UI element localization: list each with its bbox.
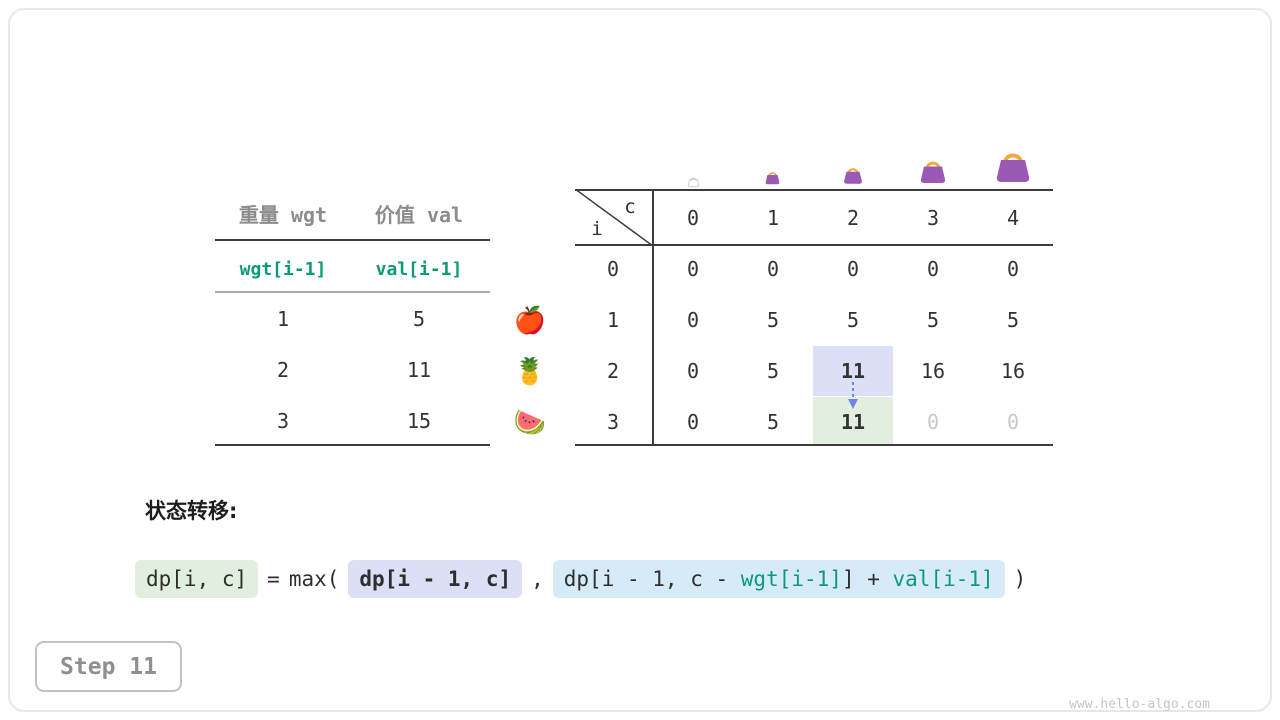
- dp-col-header-0: 0: [686, 206, 700, 230]
- item-weight-2: 2: [276, 358, 290, 382]
- dp-cell-r0-c2: 0: [846, 257, 860, 281]
- apple-icon: 🍎: [513, 306, 547, 336]
- dp-col-header-3: 3: [926, 206, 940, 230]
- dp-cell-r2-c0: 0: [686, 359, 700, 383]
- item-weight-3: 3: [276, 409, 290, 433]
- dp-cell-r2-c3: 16: [920, 359, 946, 383]
- formula-arg1-chip: dp[i - 1, c]: [348, 560, 523, 598]
- dp-cell-r3-c2: 11: [840, 410, 866, 434]
- dp-col-header-4: 4: [1006, 206, 1020, 230]
- dp-header-rule: [575, 244, 1053, 246]
- dp-vertical-rule: [652, 189, 654, 446]
- dp-cell-r0-c3: 0: [926, 257, 940, 281]
- dp-top-rule: [575, 189, 1053, 191]
- pineapple-icon: 🍍: [513, 357, 547, 387]
- formula-comma: ,: [531, 567, 544, 591]
- formula-arg2-part2: ] +: [841, 567, 893, 591]
- dp-corner-row-var: i: [591, 218, 603, 240]
- items-col-header-weight: 重量 wgt: [238, 203, 328, 227]
- dp-cell-r1-c3: 5: [926, 308, 940, 332]
- dp-cell-r2-c2: 11: [840, 359, 866, 383]
- formula-arg2-part1: dp[i - 1, c -: [563, 567, 741, 591]
- watermelon-icon: 🍉: [513, 408, 547, 438]
- item-value-1: 5: [412, 307, 426, 331]
- transfer-arrow-icon: [846, 381, 860, 415]
- dp-bottom-rule: [575, 444, 1053, 446]
- formula-close-paren: ): [1013, 567, 1027, 591]
- transition-formula: dp[i, c] = max( dp[i - 1, c] , dp[i - 1,…: [135, 560, 1026, 598]
- items-header-rule: [215, 239, 490, 241]
- items-var-rule: [215, 291, 490, 293]
- formula-equals: =: [267, 567, 280, 591]
- dp-highlight-source-cell: [813, 346, 893, 396]
- bag-icon-capacity-4: [993, 146, 1033, 190]
- dp-row-header-2: 2: [606, 359, 620, 383]
- dp-cell-r1-c4: 5: [1006, 308, 1020, 332]
- dp-cell-r1-c0: 0: [686, 308, 700, 332]
- items-col-header-value: 价值 val: [374, 203, 464, 227]
- dp-cell-r2-c4: 16: [1000, 359, 1026, 383]
- dp-cell-r0-c0: 0: [686, 257, 700, 281]
- bag-icon-capacity-0: [687, 173, 700, 192]
- dp-cell-r3-c0: 0: [686, 410, 700, 434]
- dp-corner-col-var: c: [624, 196, 636, 218]
- dp-cell-r1-c1: 5: [766, 308, 780, 332]
- item-value-2: 11: [406, 358, 432, 382]
- dp-cell-r0-c1: 0: [766, 257, 780, 281]
- formula-arg2-val: val[i-1]: [892, 567, 994, 591]
- item-weight-1: 1: [276, 307, 290, 331]
- dp-cell-r3-c4: 0: [1006, 410, 1020, 434]
- formula-lhs-chip: dp[i, c]: [135, 560, 259, 598]
- dp-cell-r3-c1: 5: [766, 410, 780, 434]
- bag-icon-capacity-1: [764, 169, 781, 190]
- watermark: www.hello-algo.com: [1069, 697, 1210, 712]
- bag-icon-capacity-3: [918, 156, 948, 190]
- items-var-val: val[i-1]: [375, 259, 463, 280]
- dp-cell-r0-c4: 0: [1006, 257, 1020, 281]
- formula-arg2-wgt: wgt[i-1]: [740, 567, 842, 591]
- formula-arg2-chip: dp[i - 1, c - wgt[i-1]] + val[i-1]: [552, 560, 1005, 598]
- formula-max-open: max(: [288, 567, 340, 591]
- item-value-3: 15: [406, 409, 432, 433]
- dp-col-header-2: 2: [846, 206, 860, 230]
- items-var-wgt: wgt[i-1]: [239, 259, 327, 280]
- transition-label: 状态转移:: [145, 499, 238, 523]
- dp-row-header-1: 1: [606, 308, 620, 332]
- step-badge: Step 11: [35, 641, 182, 692]
- dp-cell-r2-c1: 5: [766, 359, 780, 383]
- bag-icon-capacity-2: [842, 164, 864, 190]
- dp-col-header-1: 1: [766, 206, 780, 230]
- dp-row-header-0: 0: [606, 257, 620, 281]
- items-bottom-rule: [215, 444, 490, 446]
- dp-cell-r1-c2: 5: [846, 308, 860, 332]
- dp-corner-diagonal: [574, 188, 654, 250]
- dp-row-header-3: 3: [606, 410, 620, 434]
- dp-cell-r3-c3: 0: [926, 410, 940, 434]
